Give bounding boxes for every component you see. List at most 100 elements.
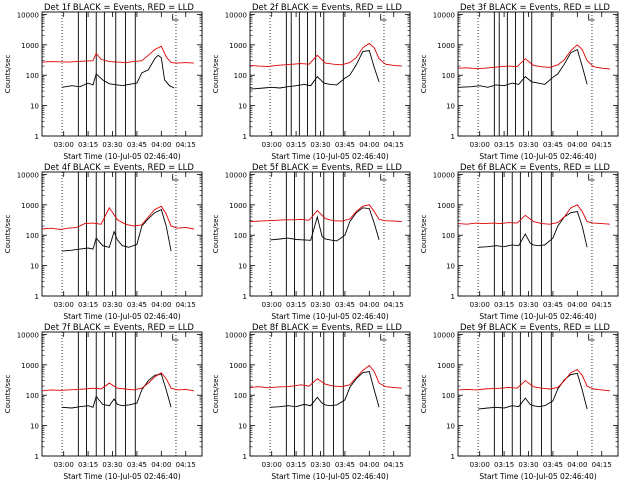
bracket-mark [588, 174, 595, 181]
bracket-mark [380, 14, 387, 21]
x-tick-label: 03:00 [54, 141, 74, 149]
x-axis-label: Start Time (10-Jul-05 02:46:40) [63, 312, 180, 321]
x-tick-label: 04:00 [151, 301, 171, 309]
y-tick-label: 1 [243, 293, 247, 301]
series-lld-line [458, 44, 610, 70]
x-tick-label: 03:00 [470, 141, 490, 149]
x-tick-label: 03:30 [102, 141, 122, 149]
y-tick-label: 1000 [229, 362, 247, 370]
x-tick-label: 04:15 [176, 301, 196, 309]
x-tick-label: 03:00 [470, 301, 490, 309]
y-axis-label: Counts/sec [420, 215, 428, 254]
y-tick-label: 1000 [229, 202, 247, 210]
x-tick-label: 03:45 [335, 141, 355, 149]
panel-7: Det 7f BLACK = Events, RED = LLD Counts/s… [4, 323, 203, 480]
series-events-line [250, 49, 380, 90]
bracket-mark [588, 14, 595, 21]
x-tick-label: 03:15 [78, 141, 98, 149]
y-tick-label: 100 [26, 72, 39, 80]
panel-5: Det 5f BLACK = Events, RED = LLD Counts/s… [212, 163, 411, 321]
plot-frame [41, 11, 203, 137]
x-tick-label: 04:15 [592, 301, 612, 309]
panel-title: Det 4f BLACK = Events, RED = LLD [44, 163, 194, 173]
panel-title: Det 8f BLACK = Events, RED = LLD [252, 323, 402, 333]
series-lld-line [458, 368, 610, 392]
x-tick-label: 04:15 [592, 461, 612, 469]
x-tick-label: 03:45 [543, 141, 563, 149]
panel-9: Det 9f BLACK = Events, RED = LLD Counts/s… [420, 323, 619, 480]
bracket-mark [172, 14, 179, 21]
x-tick-label: 03:30 [518, 141, 538, 149]
x-tick-label: 04:15 [384, 461, 404, 469]
y-tick-label: 10000 [433, 171, 455, 179]
x-tick-label: 04:15 [592, 141, 612, 149]
x-tick-label: 03:45 [543, 461, 563, 469]
x-tick-label: 04:00 [359, 301, 379, 309]
panel-2: Det 2f BLACK = Events, RED = LLD Counts/s… [212, 3, 411, 161]
y-tick-label: 100 [234, 72, 247, 80]
x-tick-label: 03:15 [494, 461, 514, 469]
plot-frame [457, 171, 619, 297]
y-axis-label: Counts/sec [4, 215, 12, 254]
x-tick-label: 04:15 [176, 461, 196, 469]
series-lld-line [250, 42, 402, 67]
x-tick-label: 03:45 [335, 461, 355, 469]
y-tick-label: 1000 [437, 42, 455, 50]
x-tick-label: 03:30 [310, 461, 330, 469]
x-tick-label: 03:45 [543, 301, 563, 309]
bracket-mark [172, 334, 179, 341]
x-tick-label: 04:00 [151, 461, 171, 469]
panel-1: Det 1f BLACK = Events, RED = LLD Counts/s… [4, 3, 203, 161]
series-events-line [62, 373, 172, 409]
y-tick-label: 100 [26, 392, 39, 400]
y-tick-label: 1 [35, 453, 39, 461]
y-tick-label: 10 [30, 263, 39, 271]
y-tick-label: 100 [442, 72, 455, 80]
x-tick-label: 03:00 [54, 301, 74, 309]
y-tick-label: 1 [451, 293, 455, 301]
x-tick-label: 03:15 [494, 301, 514, 309]
bracket-mark [380, 334, 387, 341]
plot-frame [41, 171, 203, 297]
y-axis-label: Counts/sec [420, 375, 428, 414]
panel-8: Det 8f BLACK = Events, RED = LLD Counts/s… [212, 323, 411, 480]
y-tick-label: 1000 [21, 42, 39, 50]
y-tick-label: 1 [243, 453, 247, 461]
plot-frame [249, 331, 411, 457]
series-events-line [270, 370, 380, 408]
x-tick-label: 03:00 [262, 461, 282, 469]
x-tick-label: 03:00 [470, 461, 490, 469]
y-tick-label: 1000 [437, 202, 455, 210]
y-tick-label: 10 [446, 263, 455, 271]
y-axis-label: Counts/sec [212, 375, 220, 414]
x-axis-label: Start Time (10-Jul-05 02:46:40) [63, 472, 180, 480]
y-tick-label: 100 [442, 392, 455, 400]
plot-frame [41, 331, 203, 457]
panel-6: Det 6f BLACK = Events, RED = LLD Counts/s… [420, 163, 619, 321]
series-lld-line [42, 205, 194, 230]
y-tick-label: 10000 [17, 171, 39, 179]
y-tick-label: 1 [35, 133, 39, 141]
y-axis-label: Counts/sec [4, 375, 12, 414]
series-lld-line [42, 45, 194, 64]
panel-3: Det 3f BLACK = Events, RED = LLD Counts/s… [420, 3, 619, 161]
x-tick-label: 04:00 [567, 301, 587, 309]
x-tick-label: 03:15 [286, 301, 306, 309]
x-axis-label: Start Time (10-Jul-05 02:46:40) [479, 312, 596, 321]
x-tick-label: 04:00 [567, 461, 587, 469]
y-axis-label: Counts/sec [212, 55, 220, 94]
x-axis-label: Start Time (10-Jul-05 02:46:40) [271, 472, 388, 480]
plot-frame [457, 331, 619, 457]
series-lld-line [250, 204, 402, 223]
bracket-mark [172, 174, 179, 181]
y-tick-label: 1000 [21, 202, 39, 210]
y-tick-label: 1 [35, 293, 39, 301]
y-tick-label: 1 [451, 453, 455, 461]
y-axis-label: Counts/sec [212, 215, 220, 254]
x-tick-label: 03:15 [78, 301, 98, 309]
panel-4: Det 4f BLACK = Events, RED = LLD Counts/s… [4, 163, 203, 321]
panel-title: Det 3f BLACK = Events, RED = LLD [460, 3, 610, 13]
x-tick-label: 03:30 [518, 461, 538, 469]
series-events-line [478, 372, 588, 410]
